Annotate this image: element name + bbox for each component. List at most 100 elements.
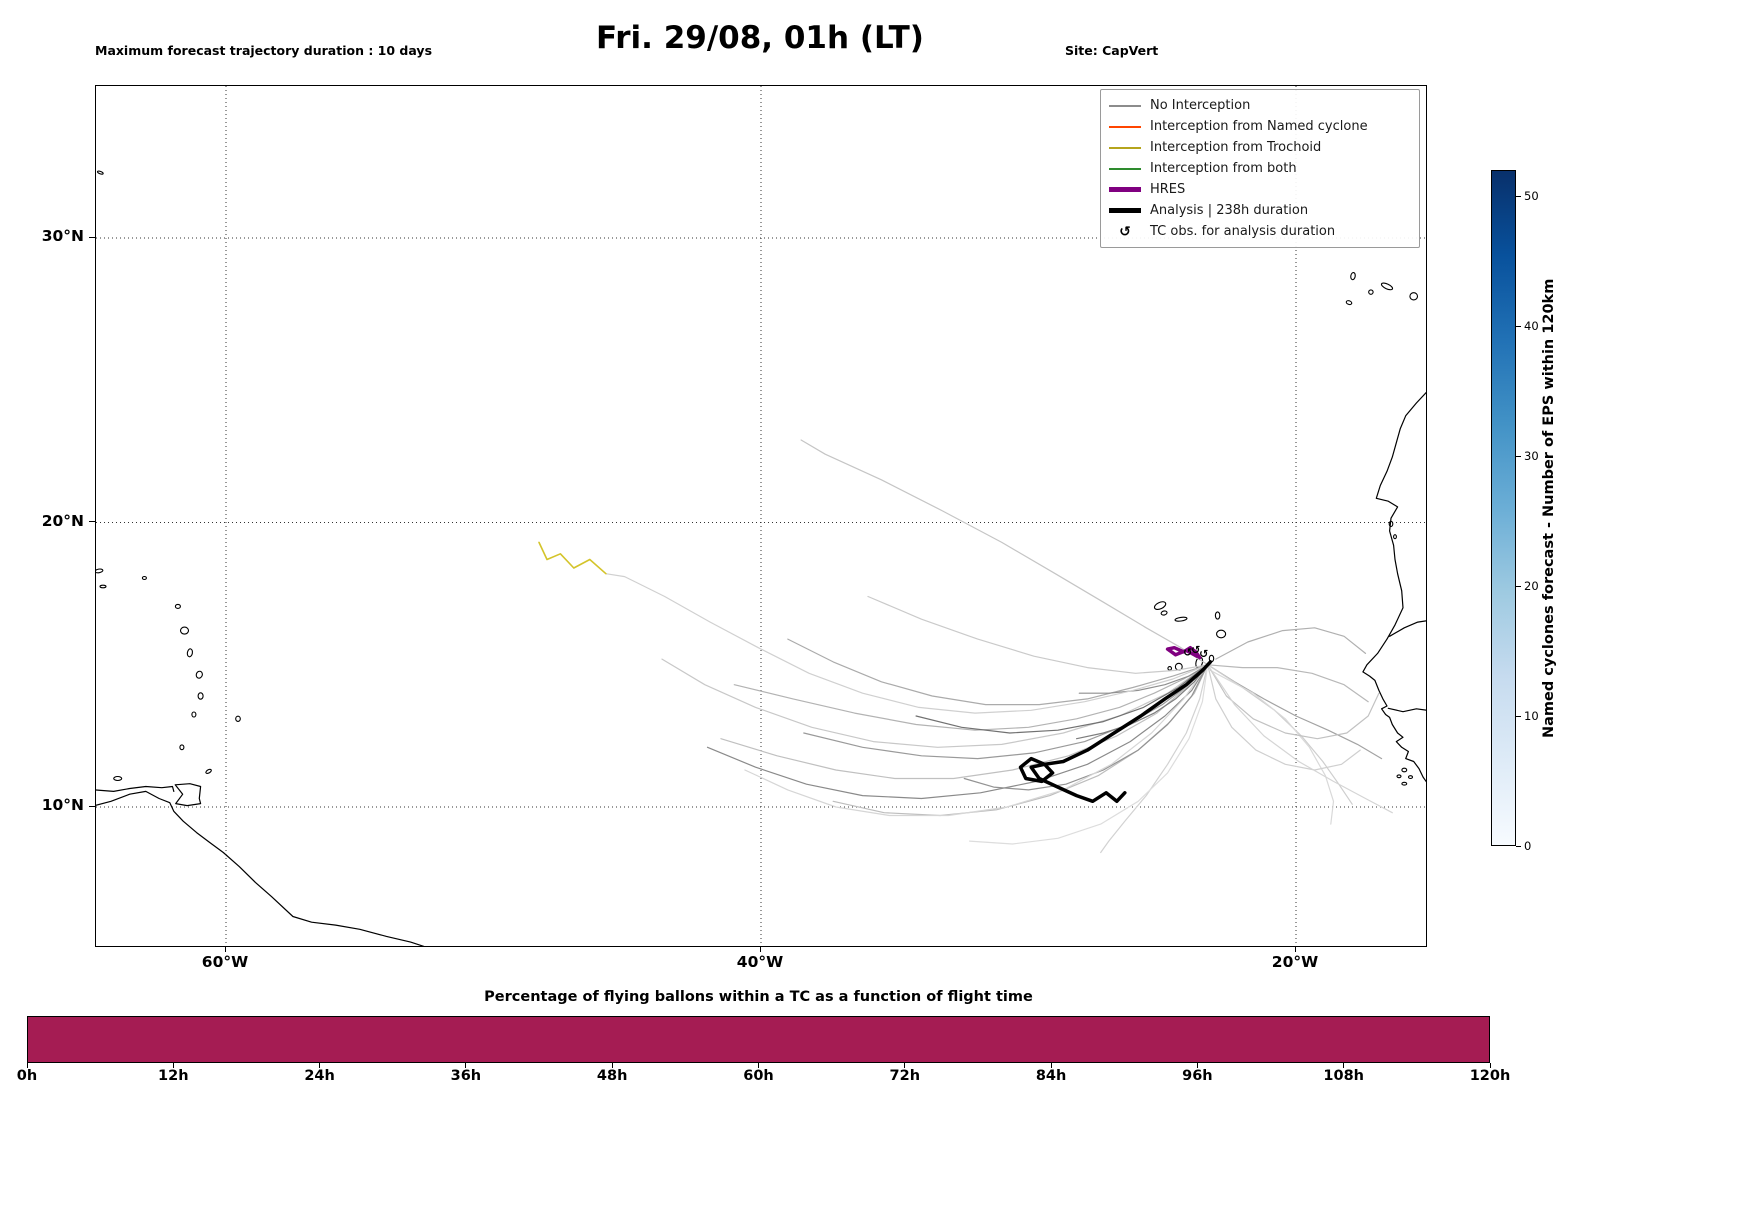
info-line-site: Site: CapVert <box>1065 43 1159 58</box>
legend-item: ↺ TC obs. for analysis duration <box>1109 221 1411 242</box>
flight-time-tick-label: 84h <box>1035 1068 1067 1084</box>
legend-line-icon <box>1109 208 1141 213</box>
eps-trajectory-no_interception <box>661 658 1209 748</box>
island-brava <box>1167 666 1173 671</box>
tc-obs-marker: ↺ <box>1183 646 1192 659</box>
eps-trajectory-no_interception <box>605 573 1209 714</box>
flight-time-tick <box>26 1063 28 1068</box>
island-barbados <box>235 715 241 722</box>
colorbar-tick <box>1516 715 1521 717</box>
island-boa-vista <box>1216 629 1227 639</box>
x-axis-tick <box>1294 946 1296 952</box>
config-line-duration: Maximum forecast trajectory duration : 1… <box>95 43 433 58</box>
eps-trajectory-no_interception <box>1100 664 1209 854</box>
island-sao-vicente <box>1160 610 1168 616</box>
island-la-palma <box>1350 271 1356 281</box>
legend-item: HRES <box>1109 179 1411 200</box>
eps-trajectory-no_interception <box>1207 664 1369 703</box>
x-axis-tick-label: 60°W <box>201 953 249 971</box>
coastline <box>96 785 175 793</box>
colorbar-label: Named cyclones forecast - Number of EPS … <box>1541 278 1557 738</box>
colorbar-gradient <box>1492 171 1515 845</box>
eps-trajectory-no_interception <box>1207 664 1361 771</box>
legend-label: HRES <box>1150 182 1186 197</box>
flight-time-tick-label: 36h <box>450 1068 482 1084</box>
flight-time-chart <box>27 1016 1490 1063</box>
eps-trajectory-no_interception <box>706 664 1209 800</box>
eps-trajectory-no_interception <box>963 664 1209 791</box>
eps-trajectory-no_interception <box>1078 664 1209 694</box>
flight-time-tick <box>611 1063 613 1068</box>
legend-label: Interception from Named cyclone <box>1150 119 1368 134</box>
flight-time-tick-label: 24h <box>304 1068 335 1084</box>
legend-item: Interception from both <box>1109 158 1411 179</box>
island-dominica <box>186 648 194 658</box>
island-guadeloupe <box>179 626 190 635</box>
coastline <box>1387 707 1426 713</box>
island-antigua <box>174 603 181 609</box>
island-sao-nicolau <box>1174 616 1188 622</box>
legend-line-icon <box>1109 125 1141 128</box>
colorbar-tick <box>1516 455 1521 457</box>
colorbar-tick-label: 0 <box>1524 839 1532 853</box>
island-st-vincent <box>191 711 197 718</box>
island-bijagos-1 <box>1401 767 1408 773</box>
eps-trajectory-no_interception <box>733 664 1209 731</box>
colorbar <box>1491 170 1516 846</box>
eps-trajectory-no_interception <box>787 638 1209 706</box>
legend-label: No Interception <box>1150 98 1251 113</box>
legend-line-icon <box>1109 167 1141 170</box>
x-axis-tick-label: 20°W <box>1271 953 1319 971</box>
island-bermuda <box>96 170 104 175</box>
island-arguin-2 <box>1393 534 1397 540</box>
legend-item: Interception from Trochoid <box>1109 137 1411 158</box>
island-tenerife <box>1380 282 1394 291</box>
island-bijagos-4 <box>1401 781 1408 786</box>
coastline <box>174 783 202 807</box>
y-axis-tick <box>89 236 95 238</box>
coastline <box>96 790 425 946</box>
figure-title: Fri. 29/08, 01h (LT) <box>596 20 924 56</box>
eps-trajectory-no_interception <box>803 664 1209 760</box>
flight-time-tick <box>1343 1063 1345 1068</box>
island-arguin-1 <box>1388 520 1394 528</box>
flight-time-tick <box>172 1063 174 1068</box>
colorbar-tick-label: 20 <box>1524 579 1539 593</box>
island-tobago <box>205 768 212 774</box>
island-sal <box>1214 611 1221 620</box>
eps-trajectory-no_interception <box>1207 664 1393 814</box>
colorbar-tick-label: 40 <box>1524 319 1539 333</box>
legend-line-icon <box>1109 187 1141 192</box>
eps-trajectory-no_interception <box>1207 664 1383 760</box>
legend-item: Analysis | 238h duration <box>1109 200 1411 221</box>
legend-line-icon <box>1109 146 1141 149</box>
x-axis-tick <box>224 946 226 952</box>
analysis-track <box>1018 660 1213 804</box>
flight-time-tick-label: 60h <box>743 1068 774 1084</box>
flight-time-tick-label: 0h <box>16 1068 38 1084</box>
colorbar-tick <box>1516 195 1521 197</box>
coastline <box>1388 620 1426 637</box>
island-la-gomera <box>1368 289 1374 295</box>
tc-obs-marker: ↺ <box>1199 648 1208 661</box>
coastline <box>1362 391 1426 783</box>
colorbar-tick <box>1516 325 1521 327</box>
map-legend: No Interception Interception from Named c… <box>1100 89 1420 248</box>
x-axis-tick <box>759 946 761 952</box>
eps-trajectory-no_interception <box>1075 664 1209 740</box>
eps-trajectory-no_interception <box>915 664 1209 734</box>
y-axis-tick-label: 10°N <box>41 796 84 814</box>
hres-track <box>1165 645 1202 660</box>
colorbar-tick-label: 10 <box>1524 709 1539 723</box>
legend-line-icon <box>1109 104 1141 107</box>
colorbar-tick <box>1516 845 1521 847</box>
y-axis-tick-label: 20°N <box>41 511 84 530</box>
legend-item: No Interception <box>1109 95 1411 116</box>
y-axis-tick-label: 30°N <box>41 227 84 245</box>
legend-item: Interception from Named cyclone <box>1109 116 1411 137</box>
map-canvas: ↺↺↺ <box>96 86 1426 946</box>
island-grenada <box>179 744 185 751</box>
eps-trajectory-no_interception <box>1207 664 1353 805</box>
legend-label: TC obs. for analysis duration <box>1150 224 1336 239</box>
